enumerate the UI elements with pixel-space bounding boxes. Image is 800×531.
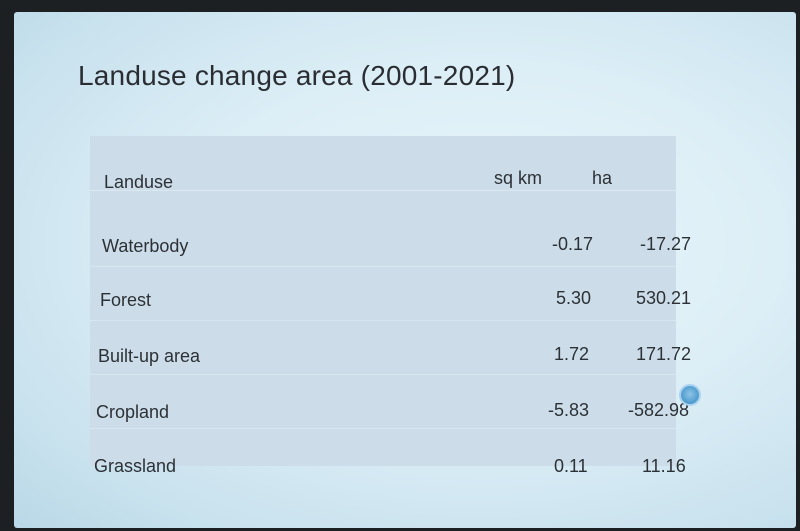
table-row: Grassland 0.11 11.16: [90, 428, 686, 476]
row-landuse: Waterbody: [102, 236, 189, 256]
slide-title: Landuse change area (2001-2021): [78, 60, 516, 91]
row-sq-km: -0.17: [552, 234, 594, 254]
row-ha: -17.27: [640, 234, 692, 254]
row-ha: 171.72: [636, 344, 692, 364]
landuse-table: Landuse sq km ha Waterbody -0.17 -17.27 …: [90, 136, 691, 476]
row-landuse: Built-up area: [98, 346, 201, 366]
header-sq-km: sq km: [494, 168, 543, 188]
table-row: Forest 5.30 530.21: [90, 266, 691, 321]
header-landuse: Landuse: [104, 172, 174, 192]
row-ha: 11.16: [642, 456, 686, 476]
table-row: Waterbody -0.17 -17.27: [90, 212, 691, 267]
presentation-slide: Landuse change area (2001-2021) Landuse …: [14, 12, 796, 528]
row-sq-km: 0.11: [554, 456, 588, 476]
header-ha: ha: [592, 168, 613, 188]
row-ha: 530.21: [636, 288, 692, 308]
table-header-row: Landuse sq km ha: [90, 154, 676, 192]
row-landuse: Forest: [100, 290, 152, 310]
row-sq-km: 1.72: [554, 344, 590, 364]
row-ha: -582.98: [628, 400, 690, 420]
row-sq-km: 5.30: [556, 288, 592, 308]
row-sq-km: -5.83: [548, 400, 590, 420]
row-landuse: Cropland: [96, 402, 170, 422]
table-row: Built-up area 1.72 171.72: [90, 320, 691, 375]
presentation-pointer-icon[interactable]: [679, 384, 701, 406]
table-row: Cropland -5.83 -582.98: [90, 374, 689, 429]
row-landuse: Grassland: [94, 456, 177, 476]
